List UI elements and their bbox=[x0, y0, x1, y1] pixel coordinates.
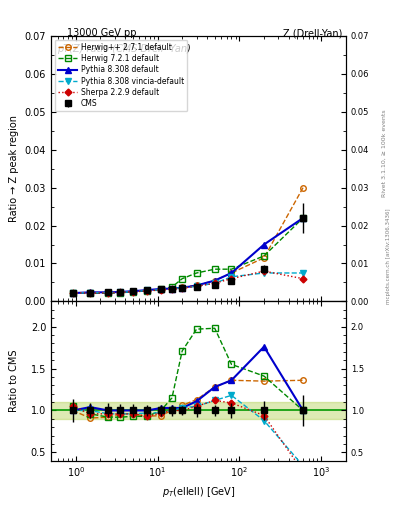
Herwig 7.2.1 default bbox=[106, 290, 111, 296]
Sherpa 2.2.9 default bbox=[88, 290, 92, 296]
Pythia 8.308 vincia-default bbox=[159, 287, 163, 293]
Pythia 8.308 default bbox=[106, 289, 111, 295]
Pythia 8.308 vincia-default bbox=[194, 283, 199, 289]
Herwig++ 2.7.1 default bbox=[106, 290, 111, 296]
Sherpa 2.2.9 default bbox=[262, 268, 266, 274]
Line: Herwig 7.2.1 default: Herwig 7.2.1 default bbox=[70, 215, 306, 296]
Pythia 8.308 default bbox=[159, 286, 163, 292]
Pythia 8.308 default bbox=[301, 215, 305, 221]
Herwig 7.2.1 default bbox=[159, 286, 163, 292]
Herwig++ 2.7.1 default bbox=[130, 288, 135, 294]
Text: Rivet 3.1.10, ≥ 100k events: Rivet 3.1.10, ≥ 100k events bbox=[382, 110, 387, 198]
Pythia 8.308 vincia-default bbox=[118, 289, 123, 295]
Herwig++ 2.7.1 default bbox=[118, 289, 123, 295]
Herwig++ 2.7.1 default bbox=[88, 290, 92, 296]
Bar bbox=[51, 402, 346, 419]
Text: mcplots.cern.ch [arXiv:1306.3436]: mcplots.cern.ch [arXiv:1306.3436] bbox=[386, 208, 391, 304]
Pythia 8.308 vincia-default bbox=[229, 274, 234, 280]
Pythia 8.308 vincia-default bbox=[212, 280, 217, 286]
Herwig 7.2.1 default bbox=[301, 215, 305, 221]
Sherpa 2.2.9 default bbox=[301, 275, 305, 282]
Y-axis label: Ratio to CMS: Ratio to CMS bbox=[9, 350, 19, 412]
Pythia 8.308 default bbox=[229, 270, 234, 276]
Sherpa 2.2.9 default bbox=[106, 290, 111, 296]
Pythia 8.308 default bbox=[180, 285, 185, 291]
Herwig++ 2.7.1 default bbox=[159, 287, 163, 293]
Line: Sherpa 2.2.9 default: Sherpa 2.2.9 default bbox=[70, 269, 305, 295]
Sherpa 2.2.9 default bbox=[212, 280, 217, 286]
Sherpa 2.2.9 default bbox=[145, 288, 150, 294]
X-axis label: $p_T$(ellell) [GeV]: $p_T$(ellell) [GeV] bbox=[162, 485, 235, 499]
Line: Pythia 8.308 default: Pythia 8.308 default bbox=[70, 215, 306, 296]
Pythia 8.308 default bbox=[88, 289, 92, 295]
Pythia 8.308 vincia-default bbox=[106, 290, 111, 296]
Herwig 7.2.1 default bbox=[170, 284, 174, 290]
Herwig++ 2.7.1 default bbox=[145, 288, 150, 294]
Sherpa 2.2.9 default bbox=[170, 286, 174, 292]
Herwig 7.2.1 default bbox=[118, 290, 123, 296]
Sherpa 2.2.9 default bbox=[70, 290, 75, 296]
Pythia 8.308 vincia-default bbox=[180, 285, 185, 291]
Herwig 7.2.1 default bbox=[212, 266, 217, 272]
Pythia 8.308 default bbox=[70, 290, 75, 296]
Pythia 8.308 default bbox=[170, 286, 174, 292]
Legend: Herwig++ 2.7.1 default, Herwig 7.2.1 default, Pythia 8.308 default, Pythia 8.308: Herwig++ 2.7.1 default, Herwig 7.2.1 def… bbox=[55, 39, 187, 111]
Sherpa 2.2.9 default bbox=[159, 287, 163, 293]
Pythia 8.308 vincia-default bbox=[88, 290, 92, 296]
Pythia 8.308 vincia-default bbox=[301, 270, 305, 276]
Herwig++ 2.7.1 default bbox=[70, 290, 75, 296]
Herwig++ 2.7.1 default bbox=[212, 278, 217, 284]
Pythia 8.308 vincia-default bbox=[170, 286, 174, 292]
Pythia 8.308 default bbox=[118, 289, 123, 295]
Sherpa 2.2.9 default bbox=[229, 275, 234, 282]
Pythia 8.308 default bbox=[262, 242, 266, 248]
Herwig++ 2.7.1 default bbox=[301, 184, 305, 190]
Pythia 8.308 vincia-default bbox=[70, 290, 75, 296]
Pythia 8.308 default bbox=[212, 278, 217, 284]
Text: Z (Drell-Yan): Z (Drell-Yan) bbox=[283, 28, 342, 38]
Herwig 7.2.1 default bbox=[194, 270, 199, 276]
Sherpa 2.2.9 default bbox=[194, 283, 199, 289]
Herwig 7.2.1 default bbox=[70, 290, 75, 296]
Herwig 7.2.1 default bbox=[88, 290, 92, 296]
Herwig++ 2.7.1 default bbox=[194, 282, 199, 288]
Herwig++ 2.7.1 default bbox=[170, 286, 174, 292]
Sherpa 2.2.9 default bbox=[130, 288, 135, 294]
Y-axis label: Ratio → Z peak region: Ratio → Z peak region bbox=[9, 115, 19, 222]
Herwig++ 2.7.1 default bbox=[262, 255, 266, 261]
Herwig 7.2.1 default bbox=[145, 288, 150, 294]
Pythia 8.308 default bbox=[145, 287, 150, 293]
Pythia 8.308 default bbox=[130, 288, 135, 294]
Herwig 7.2.1 default bbox=[262, 253, 266, 259]
Pythia 8.308 vincia-default bbox=[130, 288, 135, 294]
Herwig 7.2.1 default bbox=[180, 275, 185, 282]
Pythia 8.308 default bbox=[194, 283, 199, 289]
Herwig 7.2.1 default bbox=[130, 289, 135, 295]
Line: Pythia 8.308 vincia-default: Pythia 8.308 vincia-default bbox=[70, 270, 306, 296]
Text: pT(Z) ratio (CMS Drell--Yan): pT(Z) ratio (CMS Drell--Yan) bbox=[57, 44, 191, 54]
Text: 13000 GeV pp: 13000 GeV pp bbox=[67, 28, 136, 38]
Sherpa 2.2.9 default bbox=[180, 285, 185, 291]
Herwig++ 2.7.1 default bbox=[229, 270, 234, 276]
Herwig 7.2.1 default bbox=[229, 266, 234, 272]
Line: Herwig++ 2.7.1 default: Herwig++ 2.7.1 default bbox=[70, 185, 306, 296]
Pythia 8.308 vincia-default bbox=[262, 270, 266, 276]
Pythia 8.308 vincia-default bbox=[145, 287, 150, 293]
Sherpa 2.2.9 default bbox=[118, 289, 123, 295]
Herwig++ 2.7.1 default bbox=[180, 284, 185, 290]
